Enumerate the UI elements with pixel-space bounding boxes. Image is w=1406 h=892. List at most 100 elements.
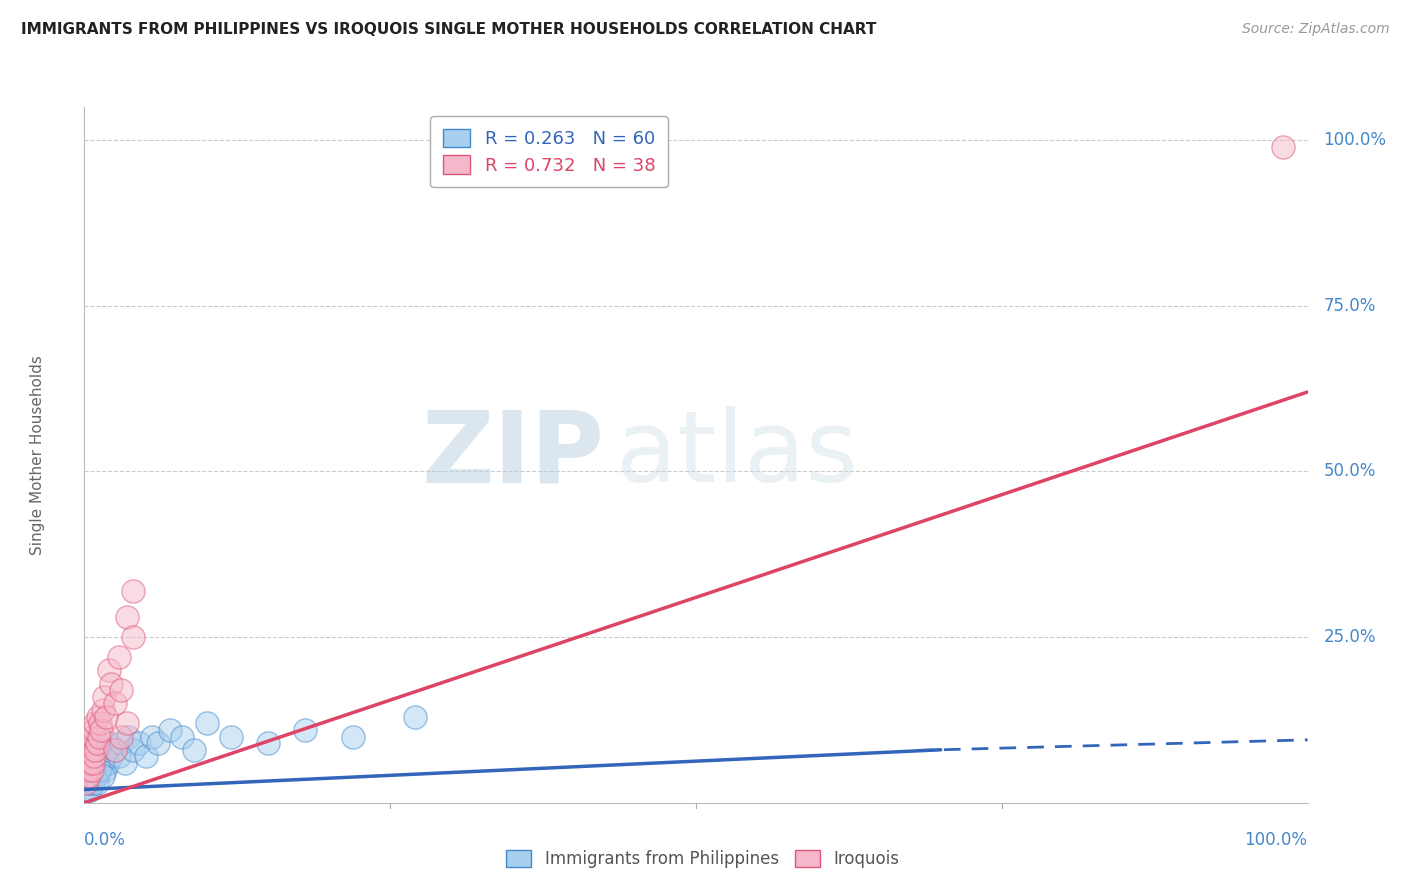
Point bbox=[114, 756, 136, 770]
Point bbox=[122, 630, 145, 644]
Point bbox=[84, 749, 107, 764]
Text: Single Mother Households: Single Mother Households bbox=[31, 355, 45, 555]
Point bbox=[93, 749, 115, 764]
Point bbox=[82, 730, 104, 744]
Point bbox=[75, 763, 97, 777]
Point bbox=[90, 743, 112, 757]
Point bbox=[110, 736, 132, 750]
Point bbox=[79, 763, 101, 777]
Point bbox=[77, 743, 100, 757]
Point bbox=[84, 763, 107, 777]
Point bbox=[86, 736, 108, 750]
Point bbox=[80, 743, 103, 757]
Point bbox=[77, 769, 100, 783]
Point bbox=[104, 743, 127, 757]
Point bbox=[104, 743, 127, 757]
Point bbox=[93, 690, 115, 704]
Point bbox=[83, 749, 105, 764]
Point bbox=[87, 749, 110, 764]
Point bbox=[96, 743, 118, 757]
Point bbox=[89, 763, 111, 777]
Point bbox=[77, 749, 100, 764]
Point bbox=[122, 743, 145, 757]
Point bbox=[83, 723, 105, 737]
Text: 100.0%: 100.0% bbox=[1244, 830, 1308, 848]
Point bbox=[100, 676, 122, 690]
Point bbox=[141, 730, 163, 744]
Point bbox=[94, 763, 117, 777]
Point bbox=[91, 703, 114, 717]
Legend: Immigrants from Philippines, Iroquois: Immigrants from Philippines, Iroquois bbox=[499, 843, 907, 875]
Point bbox=[97, 663, 120, 677]
Point bbox=[80, 756, 103, 770]
Point bbox=[100, 749, 122, 764]
Point bbox=[79, 736, 101, 750]
Point bbox=[219, 730, 242, 744]
Point bbox=[86, 756, 108, 770]
Point bbox=[128, 736, 150, 750]
Point bbox=[76, 782, 98, 797]
Point bbox=[79, 776, 101, 790]
Point bbox=[183, 743, 205, 757]
Point bbox=[104, 697, 127, 711]
Text: atlas: atlas bbox=[616, 407, 858, 503]
Point bbox=[87, 709, 110, 723]
Point bbox=[84, 743, 107, 757]
Point bbox=[77, 776, 100, 790]
Point bbox=[96, 709, 118, 723]
Point bbox=[115, 610, 138, 624]
Point bbox=[195, 716, 218, 731]
Point bbox=[82, 776, 104, 790]
Point bbox=[107, 749, 129, 764]
Point bbox=[97, 756, 120, 770]
Point bbox=[77, 756, 100, 770]
Point bbox=[107, 650, 129, 665]
Point bbox=[91, 769, 114, 783]
Text: 50.0%: 50.0% bbox=[1323, 462, 1376, 481]
Text: 0.0%: 0.0% bbox=[84, 830, 127, 848]
Point bbox=[75, 776, 97, 790]
Point bbox=[97, 736, 120, 750]
Point bbox=[117, 730, 139, 744]
Point bbox=[76, 769, 98, 783]
Point bbox=[75, 776, 97, 790]
Point bbox=[146, 736, 169, 750]
Point bbox=[80, 769, 103, 783]
Point bbox=[83, 769, 105, 783]
Point bbox=[90, 723, 112, 737]
Point bbox=[87, 763, 110, 777]
Text: 100.0%: 100.0% bbox=[1323, 131, 1386, 149]
Point bbox=[77, 782, 100, 797]
Point bbox=[257, 736, 280, 750]
Point bbox=[122, 583, 145, 598]
Point bbox=[87, 756, 110, 770]
Text: 25.0%: 25.0% bbox=[1323, 628, 1376, 646]
Point bbox=[83, 756, 105, 770]
Point bbox=[87, 763, 110, 777]
Point bbox=[79, 782, 101, 797]
Text: ZIP: ZIP bbox=[422, 407, 605, 503]
Point bbox=[77, 763, 100, 777]
Point bbox=[84, 769, 107, 783]
Point bbox=[77, 763, 100, 777]
Text: 75.0%: 75.0% bbox=[1323, 297, 1376, 315]
Point bbox=[159, 723, 181, 737]
Point bbox=[82, 749, 104, 764]
Point bbox=[115, 716, 138, 731]
Point bbox=[135, 749, 157, 764]
Point bbox=[82, 763, 104, 777]
Legend: R = 0.263   N = 60, R = 0.732   N = 38: R = 0.263 N = 60, R = 0.732 N = 38 bbox=[430, 116, 668, 187]
Text: Source: ZipAtlas.com: Source: ZipAtlas.com bbox=[1241, 22, 1389, 37]
Point bbox=[110, 683, 132, 698]
Point bbox=[89, 716, 111, 731]
Point bbox=[91, 756, 114, 770]
Point bbox=[76, 769, 98, 783]
Point bbox=[172, 730, 194, 744]
Point bbox=[79, 756, 101, 770]
Point bbox=[82, 756, 104, 770]
Point bbox=[83, 763, 105, 777]
Point bbox=[77, 776, 100, 790]
Point bbox=[76, 756, 98, 770]
Point bbox=[87, 730, 110, 744]
Point bbox=[84, 716, 107, 731]
